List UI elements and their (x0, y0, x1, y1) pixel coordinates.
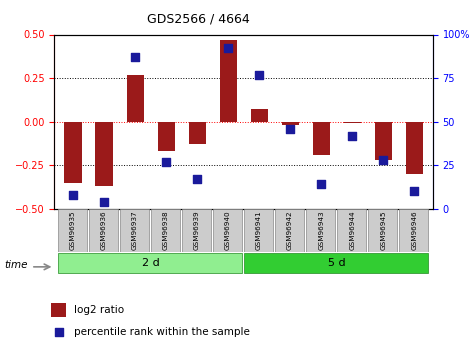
Bar (64, 122, 81, 183)
Bar (213, 209, 242, 252)
Point (69, 192, 77, 198)
Bar (343, 122, 361, 124)
Text: 5 d: 5 d (328, 258, 345, 268)
Text: GSM96935: GSM96935 (70, 210, 76, 250)
Bar (281, 122, 298, 125)
Point (100, 199, 108, 205)
Point (349, 133, 356, 138)
Point (193, 176, 201, 182)
Text: GSM96940: GSM96940 (225, 210, 231, 250)
Bar (182, 209, 211, 252)
Bar (96, 122, 113, 186)
Text: GSM96945: GSM96945 (380, 210, 386, 250)
Point (55, 329, 62, 334)
Bar (89, 209, 118, 252)
Point (162, 159, 170, 165)
Bar (158, 122, 175, 151)
Text: GSM96942: GSM96942 (287, 210, 293, 250)
Text: time: time (5, 260, 28, 270)
Bar (126, 75, 144, 122)
Bar (368, 209, 397, 252)
Bar (375, 122, 392, 160)
Text: GSM96941: GSM96941 (256, 210, 262, 250)
Text: 2 d: 2 d (142, 258, 159, 268)
Text: GSM96944: GSM96944 (349, 210, 355, 250)
Bar (151, 209, 180, 252)
Bar (120, 209, 149, 252)
Bar (313, 122, 330, 155)
Text: GDS2566 / 4664: GDS2566 / 4664 (147, 12, 250, 25)
Bar (306, 209, 335, 252)
Text: log2 ratio: log2 ratio (74, 305, 124, 315)
Bar (58, 253, 242, 273)
Point (131, 55, 139, 60)
Bar (337, 209, 366, 252)
Bar (244, 253, 428, 273)
Bar (244, 209, 273, 252)
Point (411, 188, 418, 194)
Bar (399, 209, 428, 252)
Point (286, 126, 294, 131)
Bar (275, 209, 304, 252)
Text: GSM96939: GSM96939 (194, 210, 200, 250)
Bar (189, 122, 206, 144)
Bar (219, 40, 236, 122)
Text: GSM96946: GSM96946 (411, 210, 417, 250)
Text: percentile rank within the sample: percentile rank within the sample (74, 327, 250, 337)
Text: GSM96936: GSM96936 (101, 210, 107, 250)
Text: GSM96943: GSM96943 (318, 210, 324, 250)
Bar (58, 209, 87, 252)
Bar (52, 304, 66, 317)
Point (317, 181, 325, 187)
Point (255, 72, 263, 77)
Point (379, 157, 387, 163)
Bar (251, 109, 268, 122)
Point (224, 46, 232, 51)
Text: GSM96937: GSM96937 (132, 210, 138, 250)
Bar (406, 122, 423, 174)
Text: GSM96938: GSM96938 (163, 210, 169, 250)
